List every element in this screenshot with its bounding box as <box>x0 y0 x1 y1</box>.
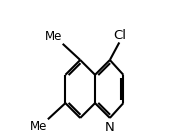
Text: Me: Me <box>30 120 47 133</box>
Text: Me: Me <box>45 30 62 43</box>
Text: N: N <box>105 121 115 134</box>
Text: Cl: Cl <box>113 29 126 42</box>
